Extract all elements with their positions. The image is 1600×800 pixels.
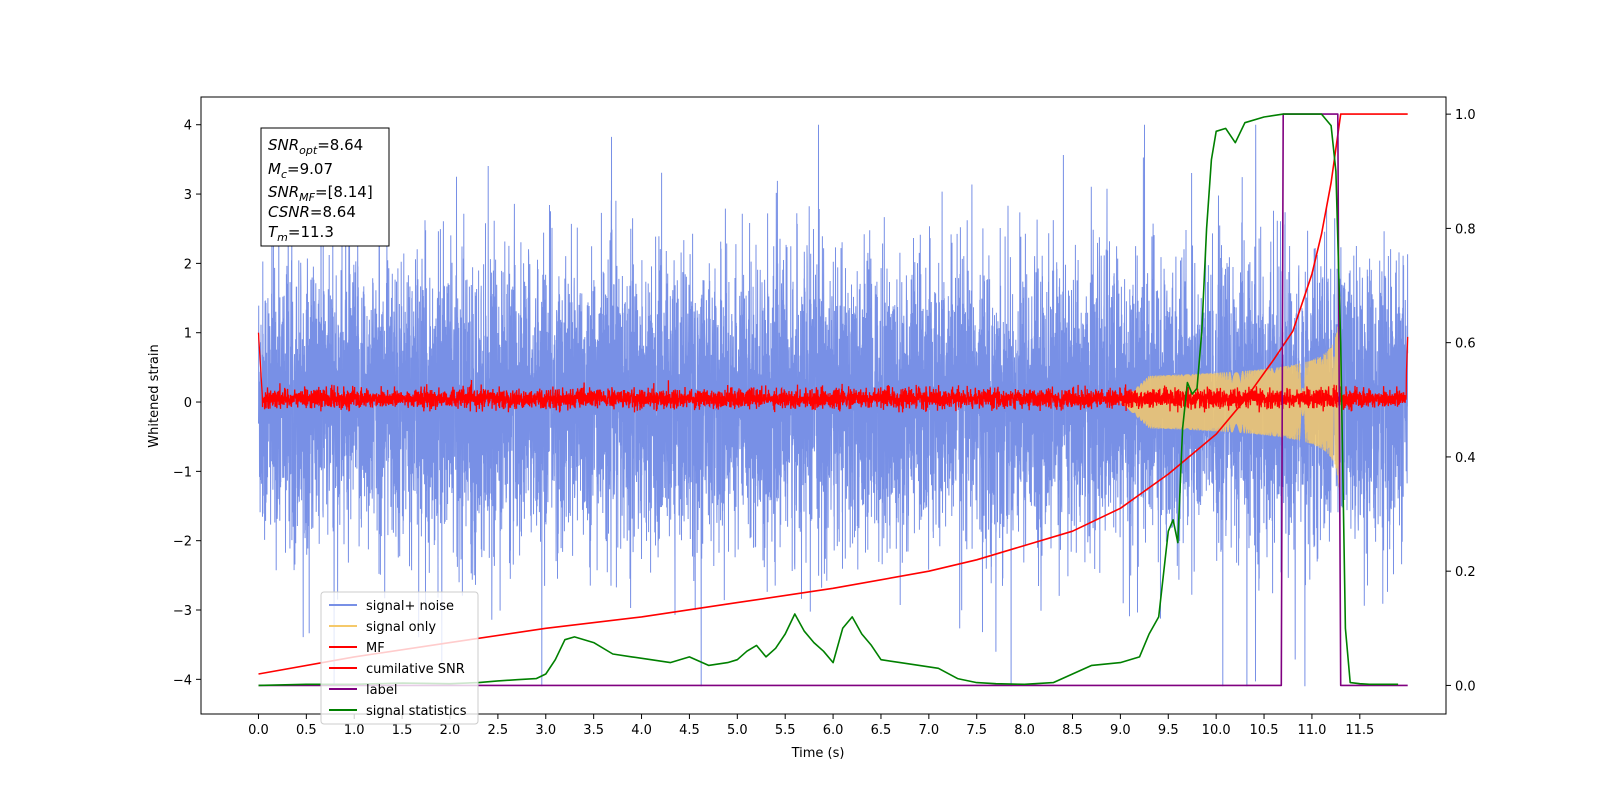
x-tick-label: 8.0: [1014, 723, 1035, 738]
x-tick-label: 3.5: [583, 723, 604, 738]
stats-snr-opt-value: =8.64: [317, 136, 363, 154]
y-tick-label: 2: [184, 257, 192, 272]
legend-frame: [320, 591, 479, 725]
x-tick-label: 8.5: [1062, 723, 1083, 738]
stats-tm: Tm=11.3: [268, 223, 334, 244]
y-tick-label: 1: [184, 327, 192, 342]
x-axis-label: Time (s): [791, 746, 845, 761]
x-tick-label: 4.5: [679, 723, 700, 738]
y2-tick-label: 0.0: [1455, 679, 1476, 694]
stats-csnr-symbol: CSNR: [268, 203, 310, 221]
x-tick-label: 5.0: [727, 723, 748, 738]
stats-mc-subscript: c: [281, 168, 287, 181]
stats-snr-mf-symbol: SNR: [268, 183, 299, 201]
series-signal-plus-noise: [258, 124, 1409, 687]
x-tick-label: 5.5: [775, 723, 796, 738]
stats-mc-symbol: M: [268, 160, 281, 178]
legend-label: signal statistics: [366, 704, 467, 719]
x-tick-label: 7.0: [919, 723, 940, 738]
y-tick-label: −2: [173, 535, 192, 550]
y2-tick-label: 0.6: [1455, 337, 1476, 352]
x-tick-label: 11.0: [1297, 723, 1326, 738]
x-tick-label: 4.0: [631, 723, 652, 738]
y-tick-label: −1: [173, 465, 192, 480]
stats-snr-opt: SNRopt=8.64: [268, 136, 363, 157]
y2-tick-label: 0.4: [1455, 451, 1476, 466]
legend: signal+ noise signal only MF cumilative SNR…: [320, 591, 479, 725]
x-tick-label: 0.5: [296, 723, 317, 738]
x-tick-label: 6.5: [871, 723, 892, 738]
plot-area: [200, 96, 1447, 715]
x-tick-label: 7.5: [966, 723, 987, 738]
plot-frame: [200, 96, 1447, 715]
stats-snr-opt-subscript: opt: [299, 144, 318, 157]
stats-box: SNRopt=8.64 Mc=9.07 SNRMF=[8.14] CSNR=8.…: [260, 127, 390, 247]
plot-series-group: [257, 113, 1409, 687]
y2-tick-label: 0.2: [1455, 565, 1476, 580]
y2-tick-label: 0.8: [1455, 222, 1476, 237]
stats-snr-mf-value: =[8.14]: [315, 183, 373, 201]
x-tick-label: 9.0: [1110, 723, 1131, 738]
y-tick-label: 4: [184, 119, 192, 134]
legend-label: signal+ noise: [366, 599, 454, 614]
x-tick-label: 10.0: [1202, 723, 1231, 738]
y-axis-label: Whitened strain: [147, 344, 162, 447]
x-tick-label: 2.0: [440, 723, 461, 738]
stats-mc-value: =9.07: [287, 160, 333, 178]
series-mf: [257, 332, 1409, 413]
stats-tm-symbol: T: [268, 223, 279, 241]
x-tick-label: 0.0: [248, 723, 269, 738]
legend-label: label: [366, 683, 397, 698]
y-tick-label: −3: [173, 604, 192, 619]
legend-label: cumilative SNR: [366, 662, 465, 677]
legend-label: MF: [366, 641, 385, 656]
y-axis-left: 4 3 2 1 0 −1 −2 −3 −4: [173, 119, 201, 688]
x-tick-label: 9.5: [1158, 723, 1179, 738]
stats-mc: Mc=9.07: [268, 160, 333, 181]
y-tick-label: −4: [173, 673, 192, 688]
x-tick-label: 3.0: [535, 723, 556, 738]
legend-label: signal only: [366, 620, 436, 635]
y-tick-label: 3: [184, 188, 192, 203]
x-tick-label: 1.5: [392, 723, 413, 738]
x-tick-label: 11.5: [1345, 723, 1374, 738]
stats-snr-mf: SNRMF=[8.14]: [268, 183, 373, 204]
x-axis: 0.0 0.5 1.0 1.5 2.0 2.5 3.0 3.5 4.0 4.5 5.0 5.5 6.0 6…: [248, 714, 1374, 738]
x-tick-label: 1.0: [344, 723, 365, 738]
series-signal-statistics: [258, 113, 1399, 687]
x-tick-label: 10.5: [1250, 723, 1279, 738]
stats-csnr-value: =8.64: [310, 203, 356, 221]
stats-csnr: CSNR=8.64: [268, 203, 356, 221]
x-tick-label: 2.5: [488, 723, 509, 738]
y-tick-label: 0: [184, 396, 192, 411]
stats-tm-subscript: m: [277, 231, 288, 244]
stats-snr-mf-subscript: MF: [299, 191, 315, 204]
stats-tm-value: =11.3: [288, 223, 334, 241]
stats-box-frame: [260, 127, 390, 247]
y-axis-right: 1.0 0.8 0.6 0.4 0.2 0.0: [1446, 108, 1476, 694]
x-tick-label: 6.0: [823, 723, 844, 738]
y2-tick-label: 1.0: [1455, 108, 1476, 123]
series-cumulative-snr: [258, 113, 1408, 675]
stats-snr-opt-symbol: SNR: [268, 136, 299, 154]
